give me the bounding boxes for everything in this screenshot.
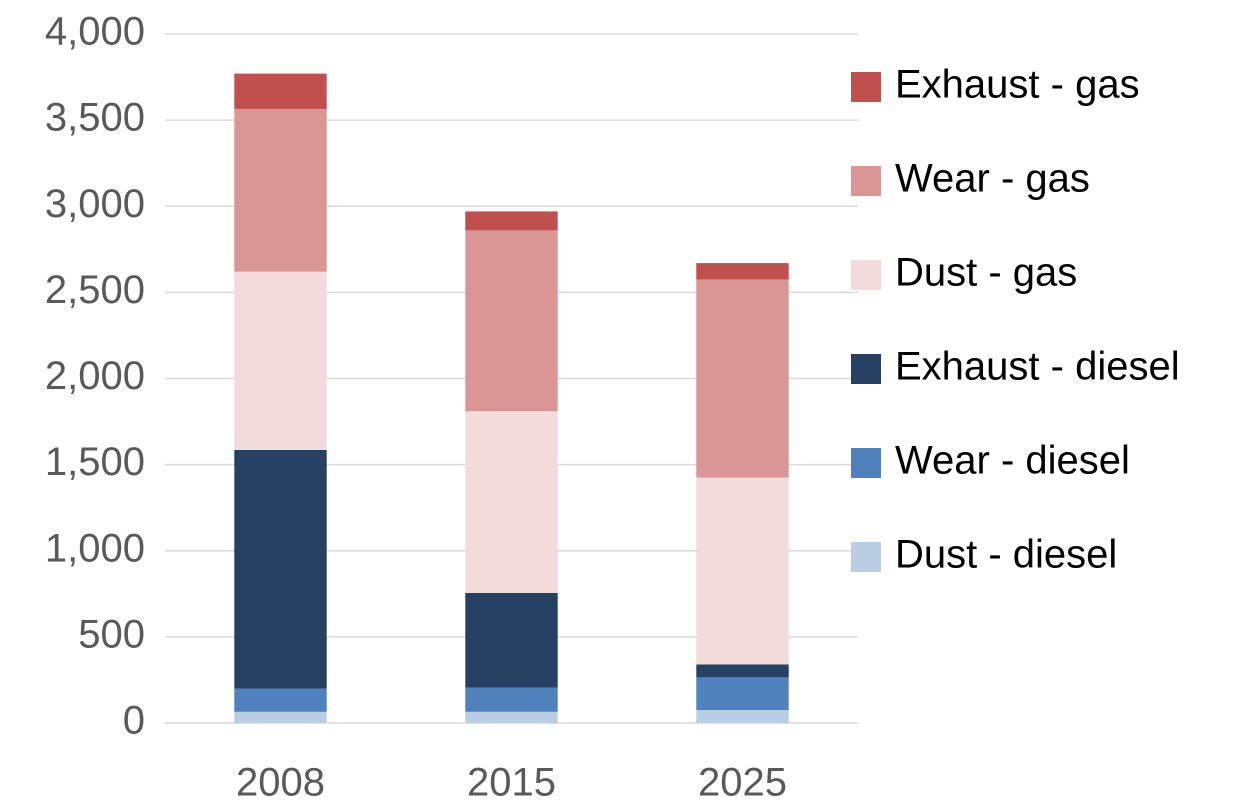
x-tick-label: 2008 xyxy=(236,761,325,803)
bar-segment xyxy=(696,263,789,280)
bar-segment xyxy=(696,677,789,711)
y-tick-label: 3,000 xyxy=(45,182,145,226)
legend-label: Exhaust - gas xyxy=(895,63,1140,107)
legend-swatch xyxy=(851,72,881,102)
bar-segment xyxy=(234,688,327,712)
y-tick-label: 2,500 xyxy=(45,268,145,312)
bar-segment xyxy=(465,592,558,688)
y-tick-label: 500 xyxy=(78,612,145,656)
bar-segment xyxy=(696,477,789,665)
bar-segment xyxy=(696,664,789,678)
y-tick-label: 1,500 xyxy=(45,440,145,484)
legend-swatch xyxy=(851,354,881,384)
bar-segment xyxy=(234,449,327,689)
bar-segment xyxy=(465,411,558,593)
bar-segment xyxy=(696,279,789,478)
legend-swatch xyxy=(851,448,881,478)
bar-segment xyxy=(465,211,558,231)
legend-swatch xyxy=(851,166,881,196)
x-tick-label: 2015 xyxy=(467,761,556,803)
bar-segment xyxy=(465,230,558,412)
y-tick-label: 3,500 xyxy=(45,96,145,140)
bar-segment xyxy=(465,711,558,723)
legend-label: Dust - diesel xyxy=(895,533,1117,577)
legend-swatch xyxy=(851,542,881,572)
legend-label: Wear - gas xyxy=(895,157,1090,201)
legend-label: Wear - diesel xyxy=(895,439,1130,483)
bar-segment xyxy=(234,108,327,272)
y-tick-label: 4,000 xyxy=(45,10,145,54)
y-tick-label: 0 xyxy=(123,699,145,743)
bar-segment xyxy=(234,711,327,723)
bar-segment xyxy=(465,687,558,712)
legend-label: Dust - gas xyxy=(895,251,1077,295)
bar-segment xyxy=(234,271,327,450)
x-tick-label: 2025 xyxy=(698,761,787,803)
bar-segment xyxy=(696,710,789,723)
y-tick-label: 1,000 xyxy=(45,526,145,570)
y-tick-label: 2,000 xyxy=(45,354,145,398)
legend-label: Exhaust - diesel xyxy=(895,345,1180,389)
bar-segment xyxy=(234,73,327,109)
legend-swatch xyxy=(851,260,881,290)
